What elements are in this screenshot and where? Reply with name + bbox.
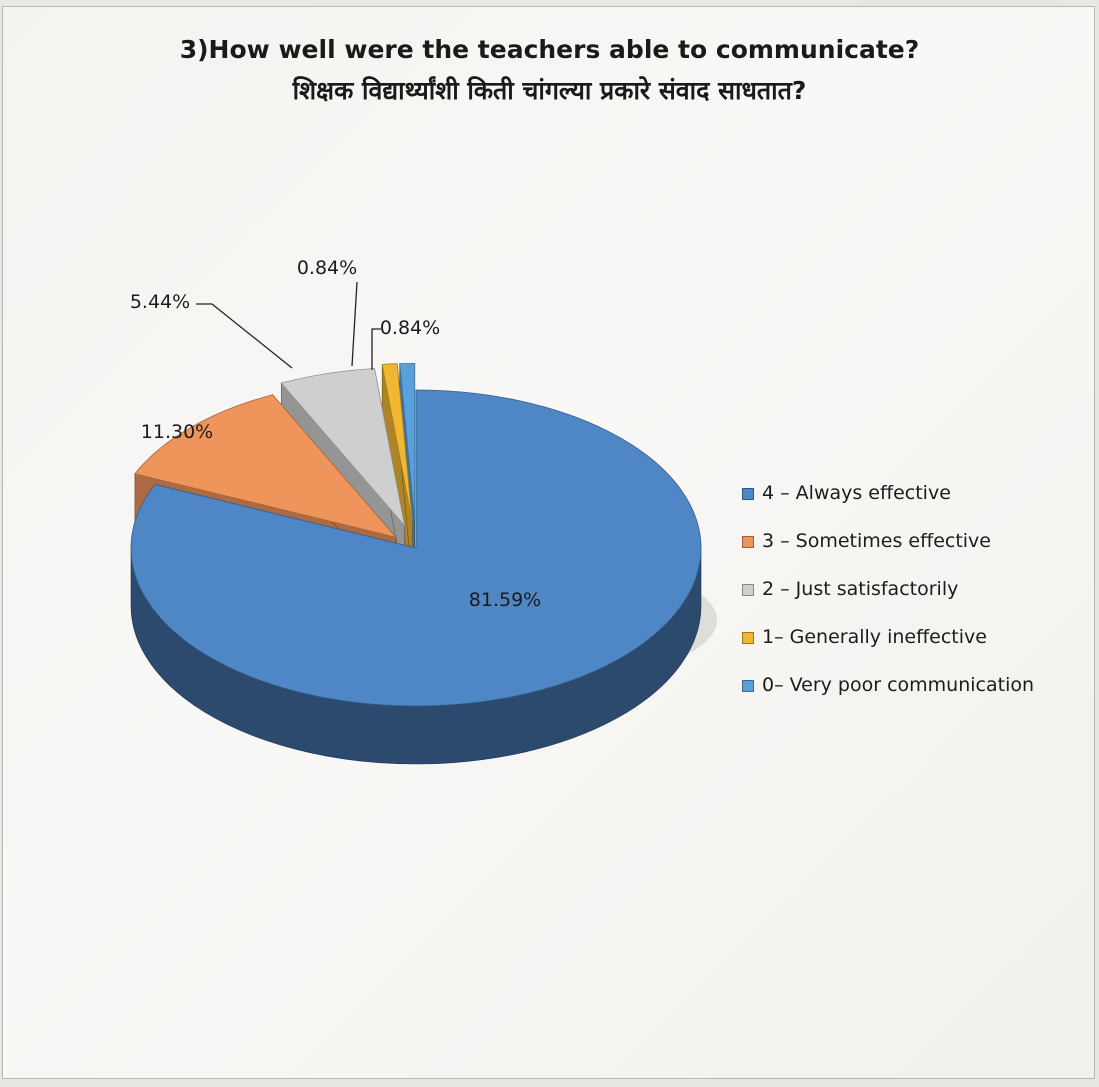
legend-swatch <box>742 488 754 500</box>
slice-0-very-poor-communication <box>399 362 416 522</box>
legend-label: 1– Generally ineffective <box>762 626 987 648</box>
slice-1-generally-ineffective <box>381 363 413 522</box>
legend-label: 0– Very poor communication <box>762 674 1035 696</box>
legend-item-3-sometimes-effective: 3 – Sometimes effective <box>742 530 1034 578</box>
data-labels: 81.59% 11.30% 5.44% 0.84% 0.84% <box>130 257 541 611</box>
chart-subtitle: शिक्षक विद्यार्थ्यांशी किती चांगल्या प्र… <box>292 76 807 105</box>
slice-3-sometimes-effective <box>134 394 397 538</box>
legend-item-0-very-poor-communication: 0– Very poor communication <box>742 674 1034 722</box>
leader-line-2-just-satisfactorily <box>196 303 293 369</box>
legend-swatch <box>742 632 754 644</box>
leader-line-1-generally-ineffective <box>351 281 358 367</box>
legend-swatch <box>742 536 754 548</box>
leader-line-0-very-poor-communication <box>371 328 381 370</box>
chart-legend: 4 – Always effective 3 – Sometimes effect… <box>742 482 1034 722</box>
slice-4-always-effective <box>130 389 702 707</box>
slice-2-just-satisfactorily <box>280 368 406 527</box>
legend-item-1-generally-ineffective: 1– Generally ineffective <box>742 626 1034 674</box>
legend-item-4-always-effective: 4 – Always effective <box>742 482 1034 530</box>
legend-item-2-just-satisfactorily: 2 – Just satisfactorily <box>742 578 1034 626</box>
data-label-4-always-effective: 81.59% <box>469 589 541 611</box>
chart-title: 3)How well were the teachers able to com… <box>179 35 920 64</box>
data-label-1-generally-ineffective: 0.84% <box>297 257 357 279</box>
data-label-3-sometimes-effective: 11.30% <box>141 421 213 443</box>
legend-label: 4 – Always effective <box>762 482 951 504</box>
data-label-2-just-satisfactorily: 5.44% <box>130 291 190 313</box>
legend-swatch <box>742 584 754 596</box>
legend-swatch <box>742 680 754 692</box>
data-label-0-very-poor-communication: 0.84% <box>380 317 440 339</box>
pie-tops <box>130 362 702 707</box>
legend-label: 2 – Just satisfactorily <box>762 578 959 600</box>
legend-label: 3 – Sometimes effective <box>762 530 991 552</box>
